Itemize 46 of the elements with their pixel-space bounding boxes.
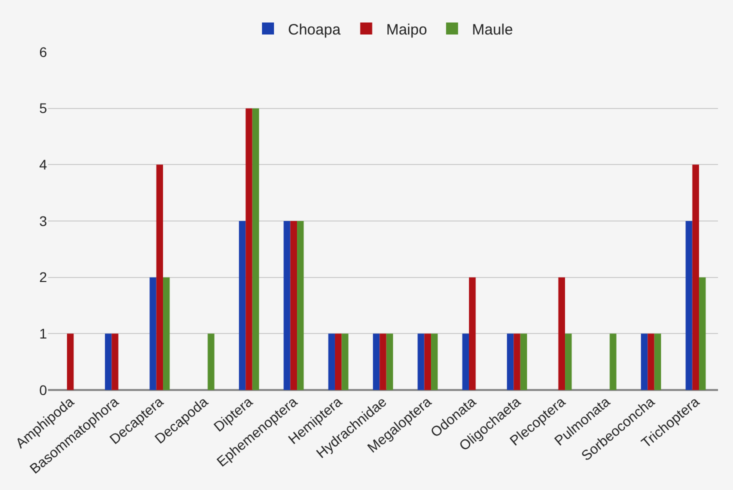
y-tick-label: 4: [39, 156, 48, 173]
bar: [699, 277, 706, 390]
bar: [654, 334, 662, 390]
bar: [380, 334, 386, 390]
bar: [424, 334, 432, 390]
bar: [342, 334, 348, 390]
bar: [565, 334, 572, 390]
bar: [462, 334, 469, 390]
bar: [610, 334, 616, 390]
bar: [386, 334, 394, 390]
y-tick-label: 2: [39, 269, 48, 286]
bar: [692, 164, 700, 390]
bar: [418, 334, 424, 390]
bar: [558, 277, 566, 390]
bar: [640, 334, 648, 390]
bar: [156, 164, 164, 390]
bar: [104, 334, 112, 390]
legend-label: Choapa: [288, 21, 342, 38]
bar: [648, 334, 654, 390]
bar: [238, 221, 246, 390]
legend-label: Maipo: [386, 21, 428, 38]
bar: [334, 334, 342, 390]
bar: [208, 334, 214, 390]
bar: [252, 108, 260, 390]
bar: [686, 221, 692, 390]
y-tick-label: 0: [39, 382, 48, 398]
bar: [290, 221, 298, 390]
bar: [150, 277, 156, 390]
bar: [66, 334, 74, 390]
y-tick-label: 1: [39, 326, 48, 342]
bar: [431, 334, 438, 390]
y-tick-label: 6: [39, 44, 48, 60]
y-tick-label: 3: [39, 212, 48, 229]
y-tick-label: 5: [39, 100, 48, 116]
bar: [112, 334, 118, 390]
bar: [284, 221, 290, 390]
legend-label: Maule: [472, 21, 513, 38]
bar: [328, 334, 335, 390]
bar: [372, 334, 380, 390]
bar: [163, 277, 170, 390]
bar: [297, 221, 304, 390]
bar: [468, 277, 476, 390]
bar: [246, 108, 252, 390]
bar: [520, 334, 528, 390]
bar: [506, 334, 514, 390]
bar: [514, 334, 520, 390]
